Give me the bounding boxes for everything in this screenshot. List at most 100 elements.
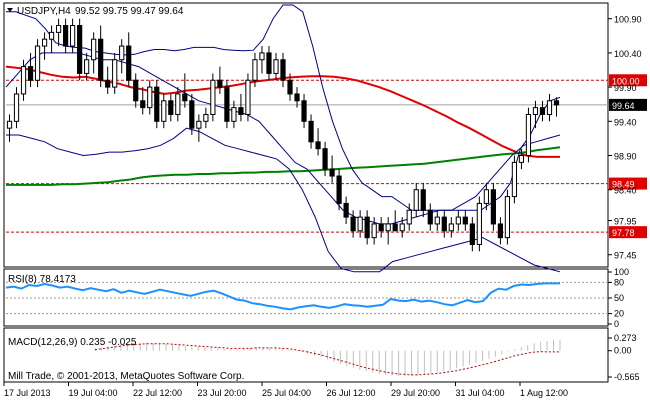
symbol-label: USDJPY,H4 <box>17 6 71 17</box>
candle-body <box>301 100 307 122</box>
candle-body <box>525 113 532 157</box>
candle-body <box>175 93 181 115</box>
candle-body <box>462 216 468 225</box>
candle-body <box>406 209 412 225</box>
candle-body <box>350 216 356 232</box>
time-tick-label: 31 Jul 04:00 <box>456 388 505 398</box>
macd-signal-line <box>94 343 560 376</box>
candle-body <box>434 216 440 225</box>
time-tick-label: 23 Jul 20:00 <box>198 388 247 398</box>
candle-body <box>154 86 160 122</box>
candle-body <box>329 168 335 177</box>
candle-body <box>371 223 377 239</box>
macd-panel-frame <box>3 327 609 383</box>
candle-body <box>133 79 139 102</box>
candle-body <box>420 189 426 211</box>
price-tick-label: 100.40 <box>614 49 642 59</box>
candle-body <box>553 100 560 106</box>
time-tick-label: 26 Jul 12:00 <box>327 388 376 398</box>
candle-body <box>126 45 132 81</box>
candle-body <box>20 66 27 95</box>
candle-body <box>112 59 118 88</box>
level-badge <box>609 74 647 87</box>
candle-body <box>217 79 223 88</box>
candle-body <box>119 45 125 61</box>
candle-body <box>455 216 461 225</box>
candle-body <box>518 155 525 163</box>
axes: 100.00 98.49 97.78 99.64 100.90 100.40 99.90 99… <box>3 15 647 398</box>
candle-body <box>441 216 447 232</box>
rsi-tick-label: 20 <box>614 309 624 319</box>
candle-body <box>532 107 539 115</box>
candle-body <box>476 202 482 245</box>
candle-body <box>238 107 244 115</box>
candle-body <box>357 216 363 232</box>
candle-body <box>490 189 496 225</box>
candle-body <box>34 45 41 81</box>
copyright-label: Mill Trade, © 2001-2013, MetaQuotes Soft… <box>8 371 244 382</box>
candle-body <box>294 93 300 102</box>
candle-body <box>189 100 195 129</box>
candle-body <box>147 86 153 109</box>
time-tick-label: 29 Jul 20:00 <box>391 388 440 398</box>
time-tick-label: 25 Jul 04:00 <box>262 388 311 398</box>
candle-body <box>427 209 433 225</box>
candle-body <box>182 93 188 102</box>
candle-body <box>168 100 174 115</box>
candle-body <box>252 59 258 81</box>
ohlc-label: 99.52 99.75 99.47 99.64 <box>75 6 184 17</box>
level-label: 97.78 <box>612 228 635 238</box>
candle-body <box>364 216 370 239</box>
candle-body <box>77 25 83 74</box>
candle-body <box>266 52 272 74</box>
candle-body <box>392 223 398 232</box>
candle-body <box>41 38 48 47</box>
price-tick-label: 97.95 <box>614 217 637 227</box>
candle-body <box>385 223 391 232</box>
series-ma-slow <box>6 146 561 186</box>
candle-body <box>343 202 349 218</box>
rsi-plot <box>5 281 608 315</box>
price-tick-label: 98.40 <box>614 186 637 196</box>
candle-body <box>48 31 55 40</box>
current-price-badge <box>609 98 647 111</box>
candle-body <box>539 107 546 115</box>
candle-body <box>378 223 384 232</box>
price-tick-label: 97.45 <box>614 251 637 261</box>
candle-body <box>70 25 76 47</box>
time-tick-label: 22 Jul 12:00 <box>133 388 182 398</box>
candle-body <box>546 100 553 115</box>
candle-body <box>224 86 230 122</box>
candle-body <box>27 66 34 81</box>
candle-body <box>308 120 314 143</box>
candle-body <box>483 189 489 204</box>
price-header: USDJPY,H4 99.52 99.75 99.47 99.64 <box>7 6 184 17</box>
candle-body <box>196 120 202 129</box>
level-badge <box>609 226 647 239</box>
rsi-line <box>5 282 560 311</box>
price-plot <box>5 4 608 273</box>
candle-body <box>287 79 293 95</box>
price-tick-label: 100.90 <box>614 15 642 25</box>
level-label: 100.00 <box>612 76 640 86</box>
candle-body <box>231 107 237 122</box>
time-tick-label: 17 Jul 2013 <box>4 388 51 398</box>
candle-body <box>91 38 97 61</box>
candle-body <box>497 223 503 239</box>
macd-tick-label: 0.00 <box>614 346 632 356</box>
candle-body <box>413 189 419 211</box>
candle-body <box>336 175 342 204</box>
candle-body <box>63 25 69 47</box>
rsi-tick-label: 80 <box>614 277 624 287</box>
time-tick-label: 19 Jul 04:00 <box>69 388 118 398</box>
candle-body <box>259 52 265 61</box>
candle-body <box>55 25 62 33</box>
candle-body <box>273 59 279 74</box>
candle-body <box>448 223 454 232</box>
candle-body <box>504 196 511 239</box>
collapse-triangle-icon[interactable] <box>7 8 13 12</box>
series-band-lower <box>6 127 561 273</box>
macd-tick-label: -0.565 <box>614 372 640 382</box>
candle-body <box>13 93 20 122</box>
